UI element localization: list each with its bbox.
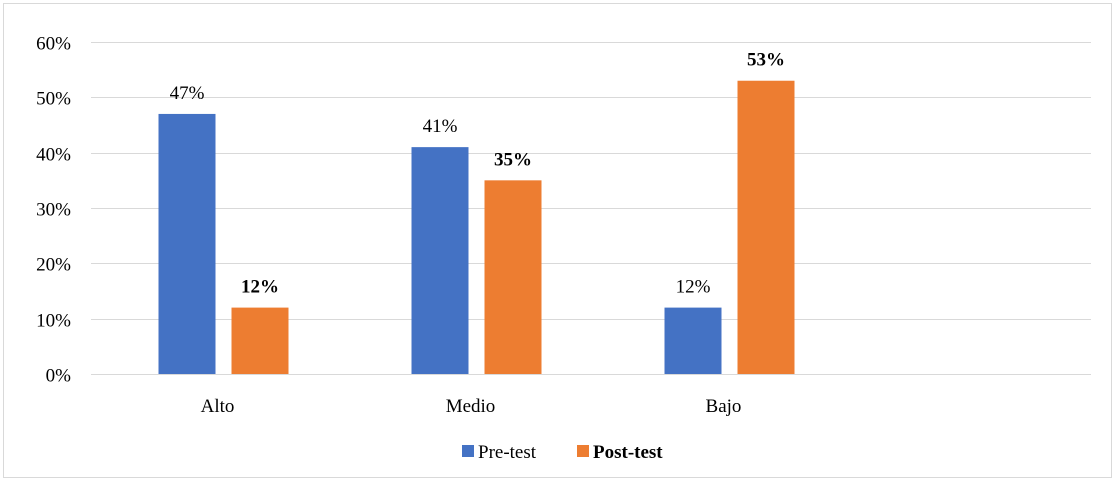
- legend-swatch: [462, 445, 474, 457]
- y-tick-label: 50%: [36, 89, 71, 110]
- x-tick-label: Alto: [201, 396, 235, 417]
- y-tick-label: 20%: [36, 255, 71, 276]
- legend-label: Post-test: [593, 442, 663, 463]
- data-label: 53%: [747, 50, 785, 71]
- bar: [231, 307, 289, 374]
- bar: [737, 80, 795, 374]
- y-tick-label: 30%: [36, 200, 71, 221]
- x-axis-category-labels: Alto Medio Bajo: [201, 396, 742, 417]
- y-axis-tick-labels: 0% 10% 20% 30% 40% 50% 60%: [36, 34, 71, 387]
- bar-chart: 0%10%20%30%40%50%60% 47%12%41%35%12%53% …: [36, 34, 1091, 463]
- bar: [484, 180, 542, 374]
- y-tick-label: 60%: [36, 34, 71, 55]
- bar: [664, 307, 722, 374]
- bar: [411, 147, 469, 374]
- legend: Pre-test Post-test: [462, 442, 663, 463]
- x-tick-label: Bajo: [706, 396, 742, 417]
- y-tick-label: 0%: [46, 366, 72, 387]
- data-label: 41%: [423, 116, 458, 137]
- bar: [158, 113, 216, 374]
- data-label: 12%: [241, 277, 279, 298]
- y-tick-label: 10%: [36, 311, 71, 332]
- legend-label: Pre-test: [478, 442, 537, 463]
- legend-swatch: [577, 445, 589, 457]
- x-tick-label: Medio: [446, 396, 496, 417]
- data-labels: 47% 12% 41% 35% 12% 53%: [170, 50, 785, 298]
- data-label: 47%: [170, 83, 205, 104]
- bars: [158, 80, 795, 374]
- chart-frame: 0% 10% 20% 30% 40% 50% 60% 47% 12% 41% 35% 12% 53% …: [3, 3, 1112, 478]
- data-label: 12%: [676, 277, 711, 298]
- data-label: 35%: [494, 149, 532, 170]
- y-tick-label: 40%: [36, 145, 71, 166]
